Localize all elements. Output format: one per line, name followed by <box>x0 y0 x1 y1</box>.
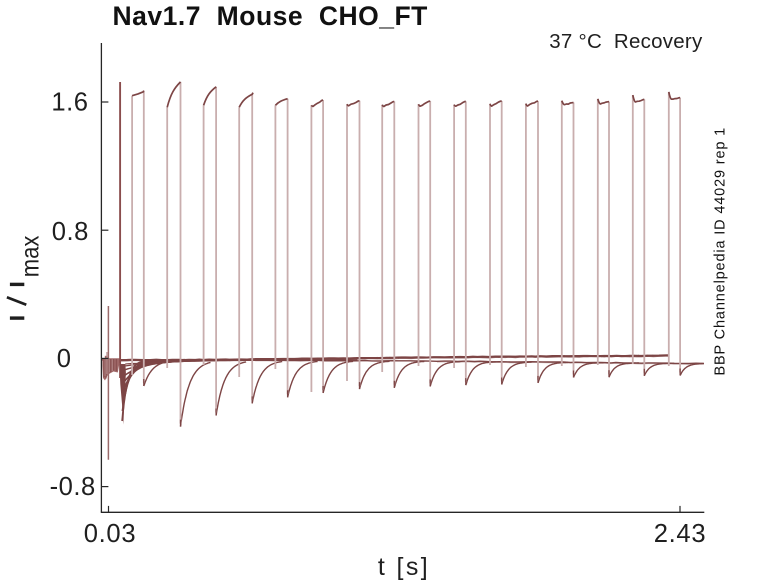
svg-text:max: max <box>17 235 45 277</box>
svg-text:0.8: 0.8 <box>52 218 89 246</box>
svg-text:37 °C Recovery: 37 °C Recovery <box>549 30 703 53</box>
svg-text:-0.8: -0.8 <box>50 473 96 501</box>
svg-text:0: 0 <box>57 345 71 373</box>
svg-text:0.03: 0.03 <box>84 520 137 548</box>
svg-text:Nav1.7 Mouse CHO_FT: Nav1.7 Mouse CHO_FT <box>113 1 428 31</box>
svg-text:t [s]: t [s] <box>378 553 430 581</box>
svg-text:1.6: 1.6 <box>51 89 88 117</box>
svg-text:BBP Channelpedia ID 44029 rep: BBP Channelpedia ID 44029 rep 1 <box>713 127 729 376</box>
svg-text:2.43: 2.43 <box>654 520 707 548</box>
